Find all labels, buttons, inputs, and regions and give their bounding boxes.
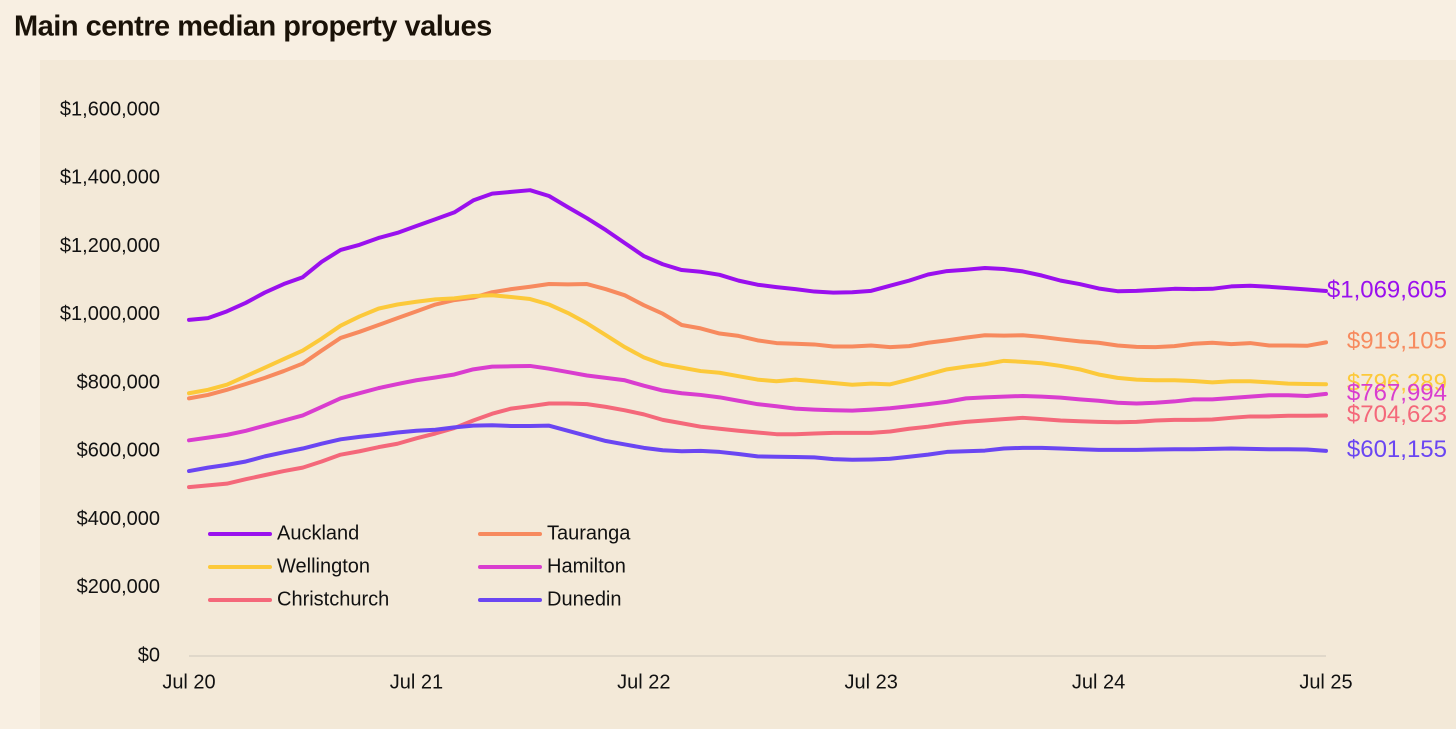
- series-line: [187, 363, 1328, 443]
- x-tick-label: Jul 25: [1299, 671, 1352, 693]
- legend-label: Auckland: [277, 522, 359, 544]
- series-line: [187, 401, 1328, 490]
- end-value-label: $704,623: [1347, 401, 1447, 428]
- series-line: [187, 188, 1328, 322]
- legend-label: Christchurch: [277, 588, 389, 610]
- y-tick-label: $0: [138, 644, 160, 666]
- x-tick-label: Jul 22: [617, 671, 670, 693]
- end-value-label: $796,289: [1347, 370, 1447, 397]
- y-tick-label: $400,000: [77, 508, 160, 530]
- y-tick-label: $1,400,000: [60, 167, 160, 189]
- chart-title: Main centre median property values: [14, 11, 492, 43]
- x-tick-label: Jul 21: [390, 671, 443, 693]
- x-tick-label: Jul 20: [162, 671, 215, 693]
- y-tick-label: $200,000: [77, 576, 160, 598]
- end-value-label: $767,994: [1347, 379, 1447, 406]
- y-tick-label: $1,600,000: [60, 98, 160, 120]
- x-tick-label: Jul 23: [845, 671, 898, 693]
- end-value-label: $1,069,605: [1327, 276, 1447, 303]
- legend-label: Dunedin: [547, 588, 622, 610]
- series-line: [187, 293, 1328, 396]
- y-tick-label: $1,200,000: [60, 235, 160, 257]
- legend-label: Wellington: [277, 555, 370, 577]
- plot-panel: [40, 60, 1456, 729]
- end-value-label: $919,105: [1347, 328, 1447, 355]
- series-line: [187, 423, 1328, 474]
- y-tick-label: $600,000: [77, 440, 160, 462]
- y-tick-label: $1,000,000: [60, 303, 160, 325]
- y-tick-label: $800,000: [77, 371, 160, 393]
- legend-label: Tauranga: [547, 522, 631, 544]
- end-value-label: $601,155: [1347, 436, 1447, 463]
- series-line: [187, 282, 1328, 401]
- legend-label: Hamilton: [547, 555, 626, 577]
- x-tick-label: Jul 24: [1072, 671, 1125, 693]
